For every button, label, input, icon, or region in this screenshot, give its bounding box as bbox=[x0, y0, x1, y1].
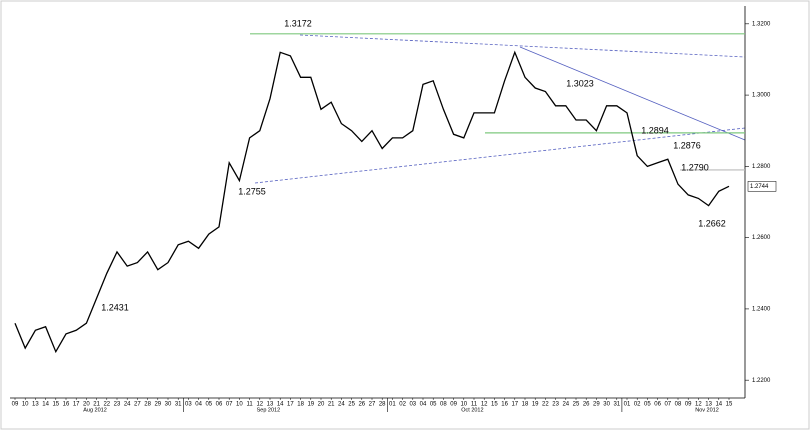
x-tick-label: 16 bbox=[501, 402, 508, 408]
x-tick-label: 22 bbox=[103, 402, 110, 408]
x-tick-label: 05 bbox=[644, 402, 651, 408]
x-tick-label: 30 bbox=[603, 402, 610, 408]
x-tick-label: 06 bbox=[216, 402, 223, 408]
x-tick-label: 13 bbox=[32, 402, 39, 408]
x-tick-label: 06 bbox=[654, 402, 661, 408]
x-tick-label: 10 bbox=[236, 402, 243, 408]
x-tick-label: 07 bbox=[664, 402, 671, 408]
x-tick-label: 27 bbox=[369, 402, 376, 408]
last-price-label: 1.2744 bbox=[750, 184, 769, 190]
price-line bbox=[14, 50, 730, 354]
x-tick-label: 12 bbox=[695, 402, 702, 408]
x-tick-label: 26 bbox=[583, 402, 590, 408]
x-tick-label: 15 bbox=[52, 402, 59, 408]
x-tick-label: 23 bbox=[552, 402, 559, 408]
last-price-box bbox=[747, 181, 777, 192]
x-tick-label: 03 bbox=[409, 402, 416, 408]
y-tick-label: 1.3000 bbox=[752, 93, 771, 99]
x-tick-label: 24 bbox=[338, 402, 345, 408]
x-tick-label: 03 bbox=[185, 402, 192, 408]
x-tick-label: 31 bbox=[613, 402, 620, 408]
x-tick-label: 05 bbox=[205, 402, 212, 408]
annotation: 1.2431 bbox=[101, 302, 129, 312]
x-tick-label: 26 bbox=[358, 402, 365, 408]
x-tick-label: 24 bbox=[124, 402, 131, 408]
x-tick-label: 14 bbox=[42, 402, 49, 408]
x-tick-label: 18 bbox=[522, 402, 529, 408]
x-tick-label: 02 bbox=[399, 402, 406, 408]
annotation: 1.3172 bbox=[284, 18, 312, 28]
x-tick-label: 05 bbox=[430, 402, 437, 408]
x-tick-label: 28 bbox=[379, 402, 386, 408]
x-tick-label: 20 bbox=[318, 402, 325, 408]
x-tick-label: 11 bbox=[471, 402, 478, 408]
month-label: Sep 2012 bbox=[257, 407, 281, 413]
x-tick-label: 01 bbox=[389, 402, 396, 408]
annotation: 1.2876 bbox=[673, 140, 701, 150]
x-tick-label: 22 bbox=[542, 402, 549, 408]
x-tick-label: 25 bbox=[573, 402, 580, 408]
x-tick-label: 19 bbox=[307, 402, 314, 408]
x-tick-label: 15 bbox=[726, 402, 733, 408]
x-tick-label: 14 bbox=[715, 402, 722, 408]
annotation: 1.3023 bbox=[566, 78, 594, 88]
x-tick-label: 13 bbox=[267, 402, 274, 408]
y-tick-label: 1.2400 bbox=[752, 306, 771, 312]
x-tick-label: 14 bbox=[277, 402, 284, 408]
trendline bbox=[299, 34, 746, 58]
y-tick-label: 1.2200 bbox=[752, 378, 771, 384]
x-tick-label: 15 bbox=[491, 402, 498, 408]
x-tick-label: 12 bbox=[481, 402, 488, 408]
annotation: 1.2755 bbox=[238, 186, 266, 196]
x-tick-label: 10 bbox=[460, 402, 467, 408]
month-label: Oct 2012 bbox=[461, 407, 483, 413]
x-tick-label: 10 bbox=[22, 402, 29, 408]
y-tick-label: 1.2800 bbox=[752, 164, 771, 170]
x-tick-label: 23 bbox=[114, 402, 121, 408]
trendline bbox=[519, 46, 746, 141]
x-tick-label: 24 bbox=[562, 402, 569, 408]
x-tick-label: 01 bbox=[624, 402, 631, 408]
y-tick-label: 1.2600 bbox=[752, 235, 771, 241]
x-tick-label: 02 bbox=[634, 402, 641, 408]
month-label: Nov 2012 bbox=[695, 407, 719, 413]
x-tick-label: 29 bbox=[593, 402, 600, 408]
annotation: 1.2662 bbox=[698, 218, 726, 228]
x-tick-label: 17 bbox=[511, 402, 518, 408]
x-tick-label: 08 bbox=[440, 402, 447, 408]
y-tick-label: 1.3200 bbox=[752, 21, 771, 27]
x-tick-label: 08 bbox=[675, 402, 682, 408]
x-tick-label: 29 bbox=[154, 402, 161, 408]
trendline bbox=[254, 127, 746, 184]
x-tick-label: 17 bbox=[287, 402, 294, 408]
x-tick-label: 11 bbox=[246, 402, 253, 408]
x-tick-label: 07 bbox=[226, 402, 233, 408]
x-tick-label: 19 bbox=[532, 402, 539, 408]
x-tick-label: 12 bbox=[256, 402, 263, 408]
month-label: Aug 2012 bbox=[83, 407, 107, 413]
x-tick-label: 27 bbox=[134, 402, 141, 408]
x-tick-label: 17 bbox=[73, 402, 80, 408]
x-tick-label: 30 bbox=[165, 402, 172, 408]
x-tick-label: 20 bbox=[83, 402, 90, 408]
x-tick-label: 21 bbox=[328, 402, 335, 408]
x-tick-label: 25 bbox=[348, 402, 355, 408]
x-tick-label: 28 bbox=[144, 402, 151, 408]
x-tick-label: 31 bbox=[175, 402, 182, 408]
x-tick-label: 04 bbox=[420, 402, 427, 408]
annotation: 1.2894 bbox=[641, 125, 669, 135]
x-tick-label: 18 bbox=[297, 402, 304, 408]
x-tick-label: 21 bbox=[93, 402, 100, 408]
x-tick-label: 09 bbox=[450, 402, 457, 408]
x-tick-label: 09 bbox=[12, 402, 19, 408]
x-tick-label: 09 bbox=[685, 402, 692, 408]
x-tick-label: 13 bbox=[705, 402, 712, 408]
x-tick-label: 16 bbox=[63, 402, 70, 408]
x-tick-label: 04 bbox=[195, 402, 202, 408]
annotation: 1.2790 bbox=[681, 162, 709, 172]
